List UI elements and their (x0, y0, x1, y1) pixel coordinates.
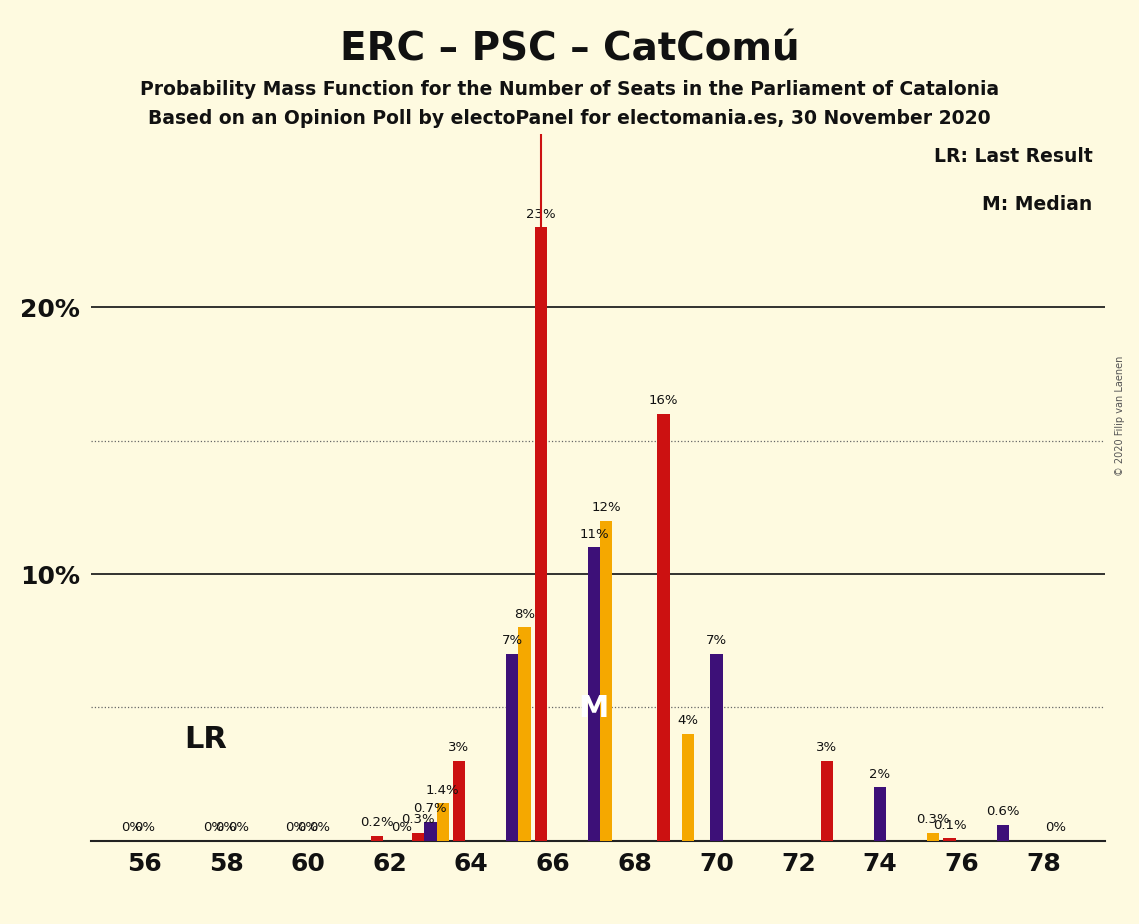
Text: 0%: 0% (1046, 821, 1066, 834)
Text: 0.6%: 0.6% (986, 805, 1019, 818)
Text: LR: LR (185, 725, 227, 754)
Bar (711, 654, 722, 841)
Text: 3%: 3% (817, 741, 837, 754)
Text: 0.7%: 0.7% (413, 803, 448, 816)
Text: 0.1%: 0.1% (933, 819, 966, 832)
Bar (874, 787, 886, 841)
Bar (927, 833, 940, 841)
Bar (412, 833, 424, 841)
Text: Probability Mass Function for the Number of Seats in the Parliament of Catalonia: Probability Mass Function for the Number… (140, 80, 999, 100)
Bar (588, 547, 600, 841)
Bar (821, 760, 833, 841)
Text: 0%: 0% (392, 821, 412, 834)
Text: 2%: 2% (869, 768, 891, 781)
Text: M: M (579, 694, 609, 723)
Text: 12%: 12% (591, 501, 621, 514)
Text: 16%: 16% (648, 395, 678, 407)
Text: 0%: 0% (133, 821, 155, 834)
Bar (506, 654, 518, 841)
Text: Based on an Opinion Poll by electoPanel for electomania.es, 30 November 2020: Based on an Opinion Poll by electoPanel … (148, 109, 991, 128)
Text: © 2020 Filip van Laenen: © 2020 Filip van Laenen (1115, 356, 1125, 476)
Text: 0%: 0% (122, 821, 142, 834)
Text: M: Median: M: Median (982, 195, 1092, 214)
Text: 0%: 0% (203, 821, 224, 834)
Text: 3%: 3% (449, 741, 469, 754)
Bar (682, 735, 694, 841)
Bar (436, 804, 449, 841)
Text: ERC – PSC – CatComú: ERC – PSC – CatComú (339, 30, 800, 68)
Text: 4%: 4% (678, 714, 698, 727)
Text: 0%: 0% (215, 821, 237, 834)
Text: LR: Last Result: LR: Last Result (934, 147, 1092, 166)
Text: 0%: 0% (297, 821, 318, 834)
Text: 7%: 7% (706, 635, 727, 648)
Bar (657, 414, 670, 841)
Text: 0%: 0% (285, 821, 306, 834)
Text: 0.3%: 0.3% (401, 813, 435, 826)
Bar (453, 760, 465, 841)
Bar (997, 825, 1009, 841)
Text: 8%: 8% (514, 608, 535, 621)
Text: 23%: 23% (526, 208, 556, 221)
Bar (534, 227, 547, 841)
Bar (371, 835, 384, 841)
Text: 0%: 0% (310, 821, 330, 834)
Text: 7%: 7% (501, 635, 523, 648)
Bar (518, 627, 531, 841)
Text: 1.4%: 1.4% (426, 784, 459, 796)
Text: 0%: 0% (228, 821, 248, 834)
Text: 11%: 11% (579, 528, 608, 541)
Bar (600, 521, 613, 841)
Bar (424, 822, 436, 841)
Bar (943, 838, 956, 841)
Text: 0.2%: 0.2% (360, 816, 394, 829)
Text: 0.3%: 0.3% (917, 813, 950, 826)
